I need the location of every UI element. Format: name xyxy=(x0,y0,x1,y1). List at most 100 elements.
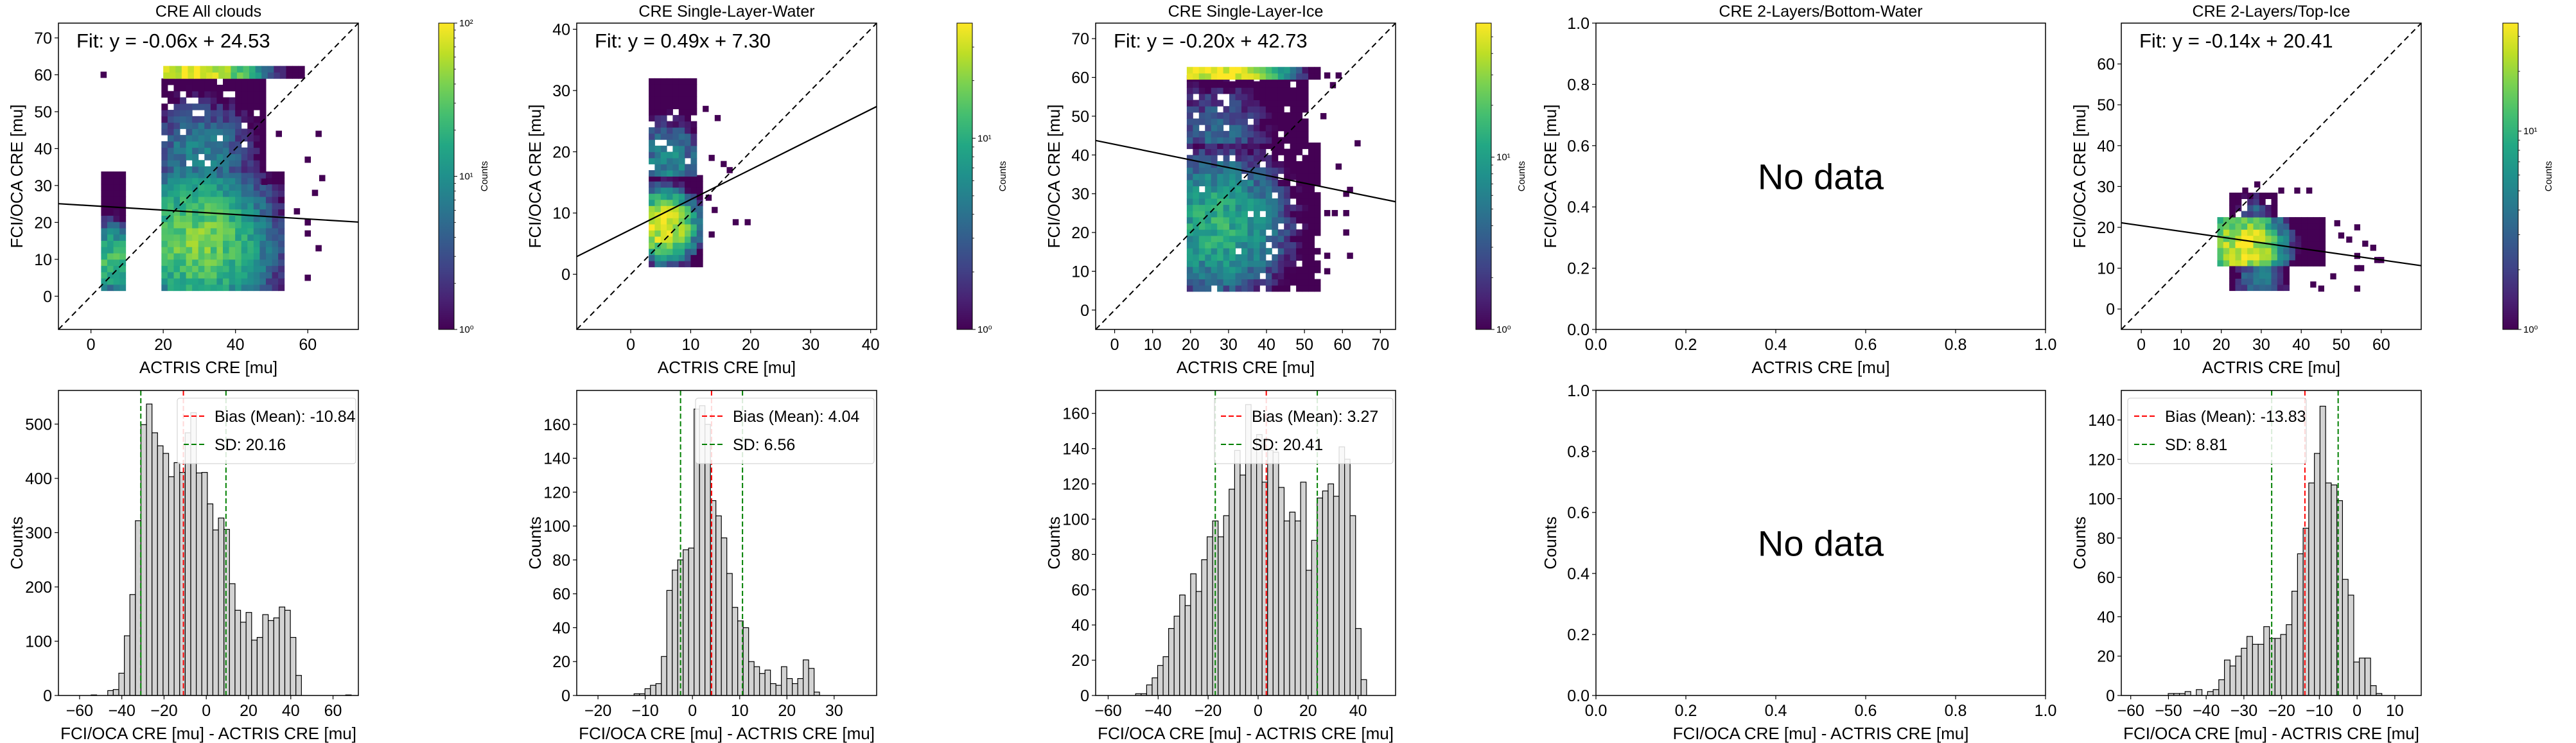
hist2d-cell xyxy=(2334,220,2340,227)
hist2d-cell xyxy=(2318,285,2325,292)
hist2d-cell xyxy=(101,278,108,285)
x-axis-label: ACTRIS CRE [mu] xyxy=(139,358,277,377)
hist2d-cell xyxy=(1193,204,1200,211)
hist2d-cell xyxy=(2223,259,2230,267)
y-tick-label: 300 xyxy=(25,524,52,542)
hist2d-cell xyxy=(1198,137,1205,144)
histogram-bar xyxy=(1322,490,1329,695)
hist2d-cell xyxy=(180,278,187,285)
hist2d-cell xyxy=(1247,93,1254,101)
hist2d-cell xyxy=(173,97,180,104)
y-tick-label: 0.0 xyxy=(1567,321,1590,339)
hist2d-cell xyxy=(672,133,679,140)
hist2d-cell xyxy=(1205,192,1212,199)
hist2d-cell xyxy=(286,72,293,79)
hist2d-cell xyxy=(1253,192,1260,199)
hist2d-cell xyxy=(1217,137,1224,144)
hist2d-cell xyxy=(678,181,685,188)
hist2d-cell xyxy=(1290,267,1297,274)
hist2d-cell xyxy=(161,209,168,216)
hist2d-cell xyxy=(186,184,193,191)
x-tick-label: 40 xyxy=(2292,336,2310,354)
hist2d-cell xyxy=(2229,241,2236,249)
y-tick-label: 400 xyxy=(25,470,52,488)
hist2d-cell xyxy=(1284,118,1291,125)
hist2d-cell xyxy=(1308,216,1315,224)
hist2d-cell xyxy=(660,170,667,177)
histogram-bar xyxy=(2291,590,2298,695)
hist2d-cell xyxy=(1277,279,1284,286)
hist2d-cell xyxy=(678,121,685,128)
hist2d-cell xyxy=(235,110,242,117)
hist2d-cell xyxy=(1247,112,1254,119)
hist2d-cell xyxy=(1198,192,1205,199)
hist2d-cell xyxy=(690,133,697,140)
hist2d-cell xyxy=(241,215,248,222)
x-axis-label: ACTRIS CRE [mu] xyxy=(1177,358,1315,377)
hist2d-cell xyxy=(2223,254,2230,261)
x-tick-label: −60 xyxy=(1094,702,1121,720)
hist2d-cell xyxy=(1198,106,1205,113)
hist2d-cell xyxy=(1211,192,1218,199)
hist2d-cell xyxy=(1193,248,1200,255)
hist2d-cell xyxy=(1302,118,1309,125)
hist2d-cell xyxy=(2271,205,2278,212)
hist2d-cell xyxy=(678,205,685,213)
hist2d-cell xyxy=(1247,198,1254,205)
hist2d-cell xyxy=(2277,266,2284,273)
hist2d-cell xyxy=(1259,179,1266,187)
hist2d-cell xyxy=(259,234,267,241)
hist2d-cell xyxy=(1253,235,1260,243)
hist2d-cell xyxy=(1272,130,1279,138)
hist2d-cell xyxy=(241,78,248,85)
hist2d-cell xyxy=(241,135,248,142)
y-tick-label: 30 xyxy=(552,82,570,100)
hist2d-cell xyxy=(265,184,273,191)
hist2d-cell xyxy=(304,274,311,281)
hist2d-cell xyxy=(261,66,268,73)
hist2d-cell xyxy=(660,90,667,97)
hist2d-cell xyxy=(167,234,174,241)
hist2d-cell xyxy=(1223,179,1230,187)
hist2d-cell xyxy=(259,84,267,92)
hist2d-cell xyxy=(1211,186,1218,193)
hist2d-cell xyxy=(1241,67,1248,74)
hist2d-cell xyxy=(690,145,697,152)
hist2d-cell xyxy=(1347,252,1353,259)
hist2d-cell xyxy=(241,265,248,272)
hist2d-cell xyxy=(678,164,685,171)
hist2d-cell xyxy=(1272,142,1279,150)
hist2d-cell xyxy=(272,171,279,179)
hist2d-cell xyxy=(186,247,193,254)
hist2d-cell xyxy=(1253,179,1260,187)
hist2d-cell xyxy=(247,278,254,285)
hist2d-cell xyxy=(696,193,703,200)
y-tick-label: 0 xyxy=(561,266,570,284)
hist2d-cell xyxy=(1241,272,1248,280)
hist2d-cell xyxy=(1302,142,1309,150)
histogram-bar xyxy=(2286,624,2293,695)
histogram-bar xyxy=(152,432,158,695)
hist2d-cell xyxy=(107,284,114,292)
hist2d-cell xyxy=(678,152,685,159)
hist2d-cell xyxy=(2253,266,2260,273)
hist2d-cell xyxy=(1277,272,1284,280)
y-tick-label: 40 xyxy=(34,140,52,158)
hist2d-cell xyxy=(1290,87,1297,94)
hist2d-cell xyxy=(1217,67,1224,74)
hist2d-cell xyxy=(1235,125,1242,132)
hist2d-cell xyxy=(2241,259,2248,267)
hist2d-cell xyxy=(223,284,230,292)
x-tick-label: −60 xyxy=(66,702,93,720)
hist2d-cell xyxy=(2271,266,2278,273)
hist2d-cell xyxy=(1253,73,1260,80)
hist2d-cell xyxy=(173,103,180,110)
hist2d-cell xyxy=(119,278,127,285)
hist2d-cell xyxy=(1211,118,1218,125)
hist2d-cell xyxy=(253,222,260,229)
hist2d-cell xyxy=(1247,142,1254,150)
hist2d-cell xyxy=(315,130,322,137)
hist2d-cell xyxy=(1272,137,1279,144)
hist2d-cell xyxy=(1308,279,1315,286)
hist2d-cell xyxy=(1211,112,1218,119)
